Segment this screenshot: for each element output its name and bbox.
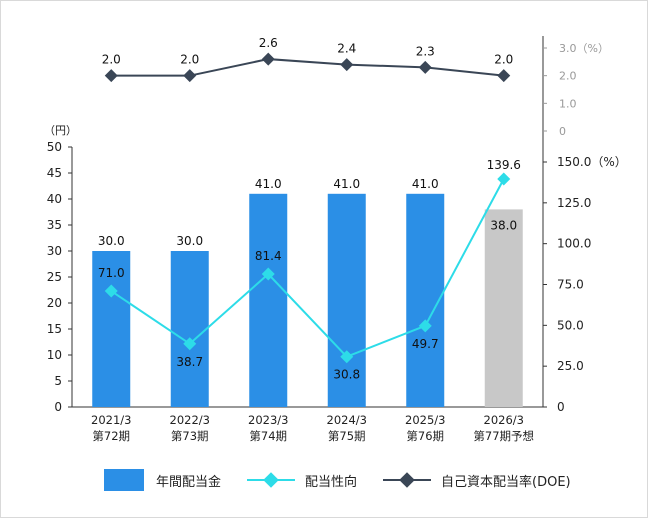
left-axis-tick-label: 30 [47,244,62,258]
left-axis-tick-label: 15 [47,322,62,336]
payout-ratio-label: 71.0 [98,266,125,280]
payout-ratio-point [340,350,354,364]
left-axis-tick-label: 10 [47,348,62,362]
doe-point [497,69,511,83]
doe-point [340,58,354,72]
dividend-bar [92,251,131,407]
payout-axis-tick-label: 100.0 [557,237,591,251]
payout-ratio-label: 49.7 [412,337,439,351]
x-tick-label: 2026/3 [484,413,524,427]
payout-ratio-point [497,172,511,186]
dividend-bar [484,209,523,407]
payout-axis-tick-label: 0 [557,400,565,414]
x-period-label: 第74期 [249,429,287,443]
x-period-label: 第73期 [171,429,209,443]
legend-swatch-payout [247,472,296,488]
legend-swatch-doe [383,472,432,488]
legend-label-dividend: 年間配当金 [156,474,222,490]
left-axis-tick-label: 25 [47,270,62,284]
doe-point [104,69,118,83]
x-tick-label: 2022/3 [170,413,210,427]
legend-item-payout: 配当性向 [247,471,357,490]
x-tick-label: 2023/3 [248,413,288,427]
doe-axis-tick-label: 0 [559,125,566,138]
doe-point [261,52,275,66]
x-tick-label: 2021/3 [91,413,131,427]
dividend-bar-label: 41.0 [412,177,439,191]
dividend-bar-label: 30.0 [176,234,203,248]
doe-point [183,69,197,83]
x-tick-label: 2025/3 [405,413,445,427]
left-axis-tick-label: 40 [47,192,62,206]
doe-line [111,58,504,77]
dividend-bar-label: 38.0 [490,218,517,232]
dividend-bar-label: 41.0 [255,177,282,191]
doe-point [418,60,432,74]
payout-axis-tick-label: 25.0 [557,359,584,373]
left-axis-tick-label: 5 [54,374,62,388]
left-axis-unit: （円） [44,124,77,137]
doe-label: 2.0 [180,53,199,67]
dividend-bar [249,193,288,407]
dividend-bar [170,251,209,407]
dividend-bar-label: 41.0 [333,177,360,191]
left-axis-tick-label: 50 [47,140,62,154]
left-axis-tick-label: 0 [54,400,62,414]
legend-item-dividend: 年間配当金 [104,469,221,491]
left-axis-tick-label: 20 [47,296,62,310]
legend-label-doe: 自己資本配当率(DOE) [441,474,571,490]
dividend-bar [327,193,366,407]
x-period-label: 第76期 [406,429,444,443]
dividend-bar-label: 30.0 [98,234,125,248]
payout-ratio-point [261,267,275,281]
payout-ratio-point [104,284,118,298]
x-period-label: 第77期予想 [473,429,534,443]
payout-ratio-point [183,337,197,351]
legend: 年間配当金 配当性向 自己資本配当率(DOE) [104,468,597,492]
payout-ratio-label: 139.6 [487,158,521,172]
payout-ratio-label: 38.7 [176,355,203,369]
payout-axis-tick-label: 125.0 [557,196,591,210]
legend-label-payout: 配当性向 [305,474,358,490]
payout-axis-tick-label: 75.0 [557,278,584,292]
doe-label: 2.4 [337,42,356,56]
doe-axis-tick-label: 2.0 [559,70,577,83]
legend-item-doe: 自己資本配当率(DOE) [383,471,571,490]
payout-ratio-point [418,319,432,333]
doe-label: 2.0 [494,53,513,67]
doe-axis-tick-label: 1.0 [559,97,577,110]
payout-ratio-label: 81.4 [255,249,282,263]
payout-axis-tick-label: 150.0（%） [557,155,627,169]
payout-ratio-label: 30.8 [333,368,360,382]
left-axis-tick-label: 45 [47,166,62,180]
legend-swatch-dividend [104,469,144,491]
doe-label: 2.3 [416,44,435,58]
left-axis-tick-label: 35 [47,218,62,232]
x-period-label: 第72期 [92,429,130,443]
payout-ratio-line [110,178,505,358]
x-period-label: 第75期 [328,429,366,443]
payout-axis-tick-label: 50.0 [557,318,584,332]
x-tick-label: 2024/3 [327,413,367,427]
doe-axis-tick-label: 3.0（%） [559,42,609,55]
doe-label: 2.6 [259,36,278,50]
doe-label: 2.0 [102,53,121,67]
